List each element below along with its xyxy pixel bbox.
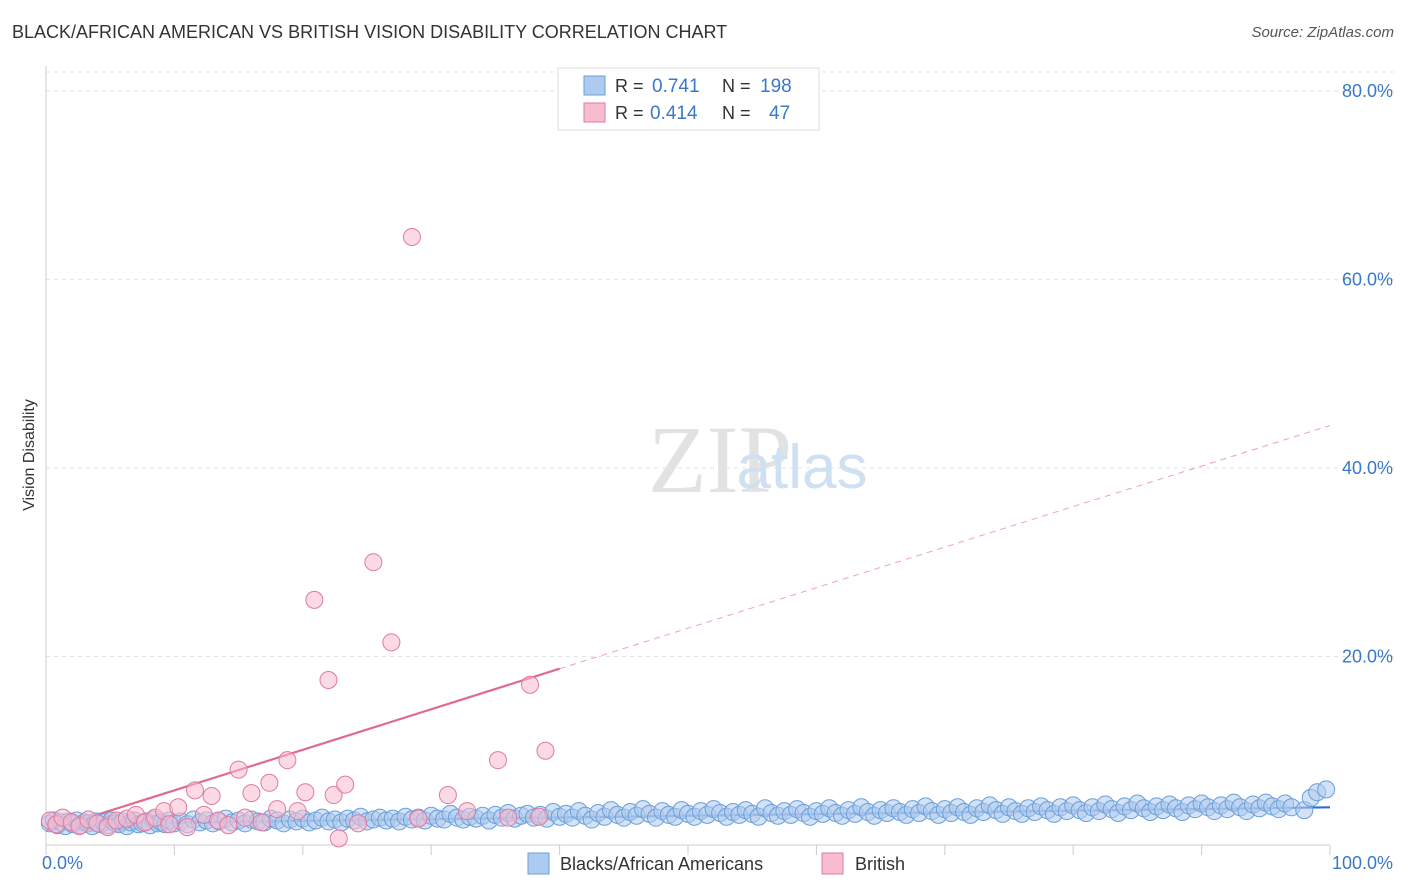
series-legend: Blacks/African Americans British xyxy=(527,852,905,875)
watermark-zip: ZIP xyxy=(648,406,792,513)
y-tick-label: 60.0% xyxy=(1342,269,1393,289)
data-point-pink xyxy=(288,802,307,821)
data-point-pink xyxy=(202,786,221,805)
data-point-pink xyxy=(336,775,355,794)
data-point-pink xyxy=(488,751,507,770)
data-point-pink xyxy=(438,786,457,805)
data-point-pink xyxy=(319,671,338,690)
legend-swatch-blue xyxy=(583,75,606,96)
data-point-pink xyxy=(364,553,383,572)
series-swatch-pink xyxy=(821,852,844,875)
data-point-pink xyxy=(536,741,555,760)
series-swatch-blue xyxy=(527,852,550,875)
data-point-pink xyxy=(402,227,421,246)
y-tick-label: 80.0% xyxy=(1342,81,1393,101)
tick-layer: 20.0% 40.0% 60.0% 80.0% 0.0% 100.0% xyxy=(42,81,1393,873)
data-point-pink xyxy=(329,829,348,848)
y-tick-label: 40.0% xyxy=(1342,458,1393,478)
stat-n-label-blue: N = xyxy=(722,76,751,96)
data-point-pink xyxy=(409,809,428,828)
stat-r-pink: 0.414 xyxy=(650,103,698,124)
watermark-atlas: atlas xyxy=(737,433,868,502)
data-point-pink xyxy=(178,818,197,837)
data-point-pink xyxy=(219,816,238,835)
data-point-pink xyxy=(521,675,540,694)
data-point-pink xyxy=(458,802,477,821)
data-point-pink xyxy=(236,808,255,827)
trend-line-pink xyxy=(45,667,560,832)
x-tick-label-start: 0.0% xyxy=(42,853,83,873)
grid-layer xyxy=(46,71,1395,657)
data-point-pink xyxy=(252,813,271,832)
data-point-pink xyxy=(382,633,401,652)
stat-n-blue: 198 xyxy=(760,76,792,97)
stat-r-label-pink: R = xyxy=(615,103,644,123)
stat-r-label-blue: R = xyxy=(615,76,644,96)
chart-source: Source: ZipAtlas.com xyxy=(1251,24,1394,41)
x-tick-label-end: 100.0% xyxy=(1332,853,1393,873)
data-point-pink xyxy=(268,800,287,819)
points-layer xyxy=(40,227,1336,848)
stat-n-label-pink: N = xyxy=(722,103,751,123)
data-point-pink xyxy=(296,783,315,802)
series-label-pink: British xyxy=(855,854,905,874)
data-point-pink xyxy=(305,590,324,609)
series-label-blue: Blacks/African Americans xyxy=(560,854,763,874)
data-point-pink xyxy=(278,751,297,770)
data-point-pink xyxy=(349,814,368,833)
axes-layer xyxy=(45,66,1331,855)
data-point-pink xyxy=(530,807,549,826)
y-axis-label: Vision Disability xyxy=(21,399,38,511)
legend-swatch-pink xyxy=(583,102,606,123)
stat-n-pink: 47 xyxy=(769,103,790,124)
data-point-pink xyxy=(229,760,248,779)
data-point-blue xyxy=(1317,780,1336,799)
data-point-pink xyxy=(160,815,179,834)
stats-legend: R = 0.741 N = 198 R = 0.414 N = 47 xyxy=(557,67,820,131)
data-point-pink xyxy=(242,784,261,803)
data-point-pink xyxy=(185,781,204,800)
data-point-pink xyxy=(260,773,279,792)
stat-r-blue: 0.741 xyxy=(652,76,700,97)
trend-line-pink-extension xyxy=(559,425,1331,670)
data-point-pink xyxy=(169,798,188,817)
chart-title: BLACK/AFRICAN AMERICAN VS BRITISH VISION… xyxy=(12,22,728,42)
data-point-pink xyxy=(324,786,343,805)
data-point-pink xyxy=(499,808,518,827)
y-tick-label: 20.0% xyxy=(1342,646,1393,666)
